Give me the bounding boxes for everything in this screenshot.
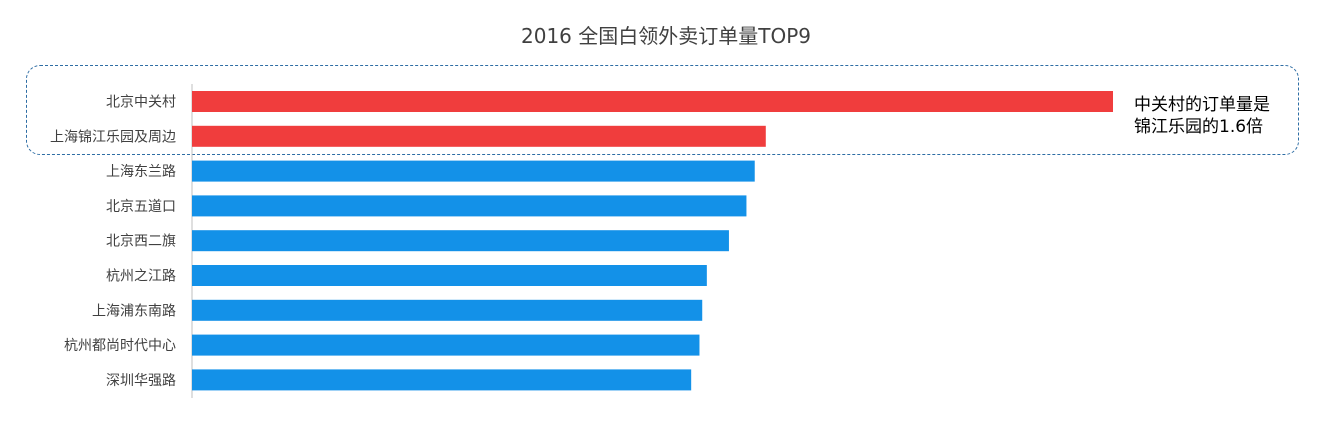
- bar-8: [192, 334, 700, 356]
- category-label-8: 杭州都尚时代中心: [64, 338, 176, 354]
- category-label-2: 上海锦江乐园及周边: [50, 128, 176, 145]
- category-label-5: 北京西二旗: [106, 234, 176, 250]
- bar-6: [192, 265, 707, 286]
- bar-3: [192, 160, 755, 182]
- category-label-1: 北京中关村: [106, 95, 176, 111]
- bar-1: [192, 91, 1113, 112]
- category-label-3: 上海东兰路: [106, 164, 176, 180]
- bar-4: [192, 195, 747, 217]
- highlight-box: [26, 65, 1299, 155]
- annotation: 中关村的订单量是 锦江乐园的1.6倍: [1134, 94, 1294, 138]
- annotation-line-1: 中关村的订单量是: [1134, 95, 1270, 115]
- annotation-line-2: 锦江乐园的1.6倍: [1134, 117, 1264, 137]
- chart-title: 2016 全国白领外卖订单量TOP9: [521, 24, 811, 48]
- category-label-4: 北京五道口: [106, 199, 176, 215]
- bar-5: [192, 230, 729, 252]
- bar-2: [192, 125, 766, 147]
- category-label-7: 上海浦东南路: [92, 303, 176, 319]
- category-label-9: 深圳华强路: [106, 373, 176, 389]
- category-label-6: 杭州之江路: [106, 269, 176, 285]
- bar-7: [192, 299, 703, 321]
- bar-9: [192, 369, 692, 391]
